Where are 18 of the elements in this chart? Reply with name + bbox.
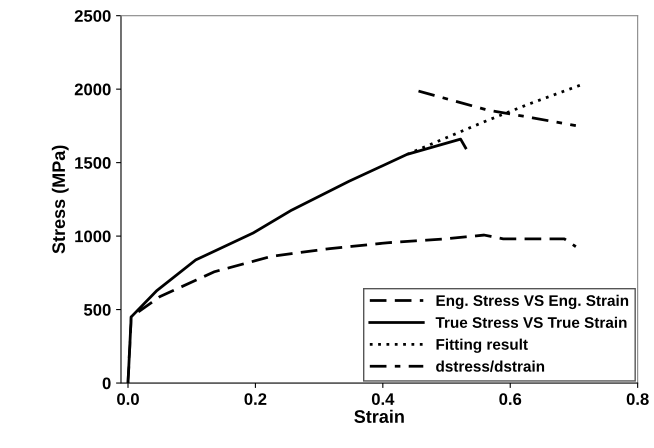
y-tick-label: 0: [102, 377, 111, 390]
y-tick-label: 2000: [74, 84, 111, 96]
x-tick-label: 0.2: [244, 393, 266, 406]
line-series: [417, 90, 578, 127]
x-tick-label: 0.8: [626, 393, 649, 406]
x-axis-title: Strain: [354, 410, 404, 423]
y-tick-label: 1000: [75, 230, 111, 242]
legend-label: Fitting result: [436, 338, 528, 353]
legend-label: dstress/dstrain: [436, 360, 544, 372]
x-tick-label: 0.4: [372, 393, 394, 406]
x-tick-label: 0.0: [117, 393, 139, 406]
y-tick-label: 2500: [74, 10, 111, 22]
y-axis-title: Stress (MPa): [52, 146, 69, 254]
legend-label: True Stress VS True Strain: [436, 316, 626, 328]
y-tick-label: 500: [84, 304, 111, 316]
legend-label: Eng. Stress VS Eng. Strain: [436, 294, 628, 310]
y-tick-label: 1500: [75, 157, 111, 169]
x-tick-label: 0.6: [499, 393, 522, 406]
